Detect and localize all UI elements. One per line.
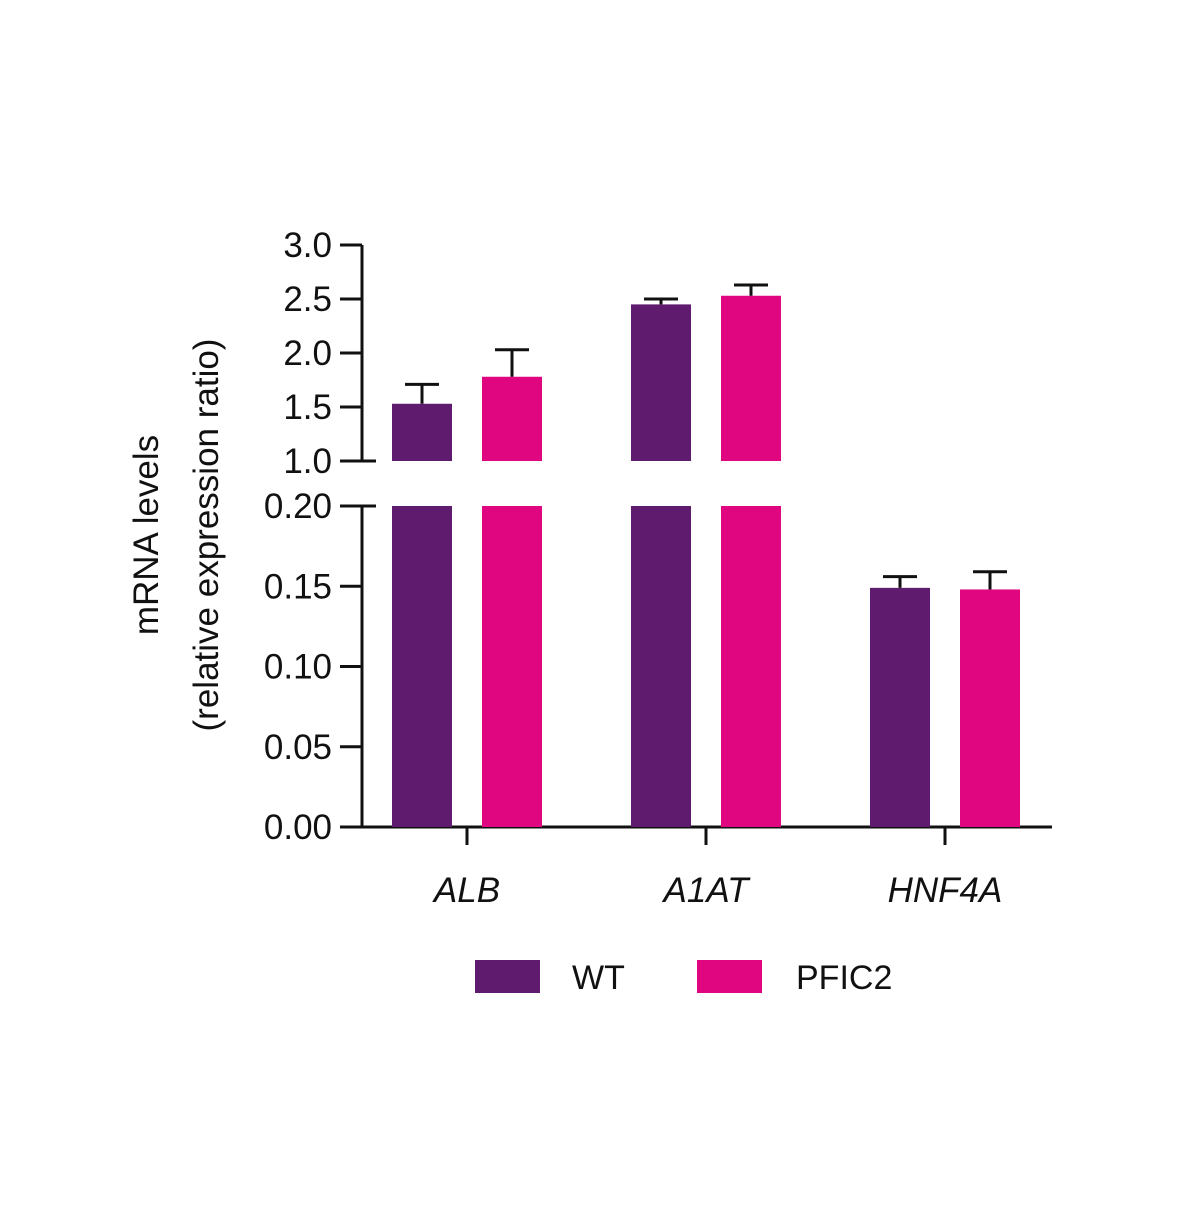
- bar-wt-HNF4A: [870, 587, 930, 827]
- legend-swatch-pfic2: [697, 960, 762, 993]
- bar-pfic2-ALB-upper: [482, 376, 542, 461]
- y-lower-tick-label-1: 0.05: [264, 728, 332, 767]
- legend-label-pfic2: PFIC2: [796, 959, 892, 997]
- bar-pfic2-A1AT-lower: [721, 506, 781, 827]
- bars-layer: [392, 283, 1020, 827]
- bar-wt-ALB-lower: [392, 506, 452, 827]
- y-lower-tick-label-4: 0.20: [264, 487, 332, 526]
- bar-pfic2-HNF4A: [960, 589, 1020, 827]
- bar-pfic2-ALB-lower: [482, 506, 542, 827]
- y-upper-tick-label-3: 2.5: [283, 280, 332, 319]
- legend-swatch-wt: [475, 960, 540, 993]
- x-tick-label-ALB: ALB: [432, 871, 500, 910]
- x-tick-label-A1AT: A1AT: [662, 871, 752, 910]
- legend: WT PFIC2: [475, 959, 892, 997]
- bar-wt-ALB-upper: [392, 403, 452, 461]
- axes-layer: 0.00 0.05 0.10 0.15 0.20 1.0 1.5 2.0 2.5 3.0: [264, 226, 1052, 847]
- legend-label-wt: WT: [572, 959, 625, 997]
- y-upper-tick-label-0: 1.0: [283, 442, 332, 481]
- bar-wt-A1AT-lower: [631, 506, 691, 827]
- y-upper-tick-label-1: 1.5: [283, 388, 332, 427]
- y-lower-tick-label-2: 0.10: [264, 648, 332, 687]
- bar-pfic2-A1AT-upper: [721, 295, 781, 461]
- labels-layer: mRNA levels (relative expression ratio) …: [127, 339, 1002, 910]
- y-upper-tick-label-4: 3.0: [283, 226, 332, 265]
- y-axis-label-line2: (relative expression ratio): [187, 339, 226, 732]
- y-upper-tick-label-2: 2.0: [283, 334, 332, 373]
- y-lower-tick-label-0: 0.00: [264, 808, 332, 847]
- x-tick-label-HNF4A: HNF4A: [888, 871, 1003, 910]
- y-axis-label-line1: mRNA levels: [127, 435, 166, 635]
- bar-wt-A1AT-upper: [631, 304, 691, 461]
- y-lower-tick-label-3: 0.15: [264, 567, 332, 606]
